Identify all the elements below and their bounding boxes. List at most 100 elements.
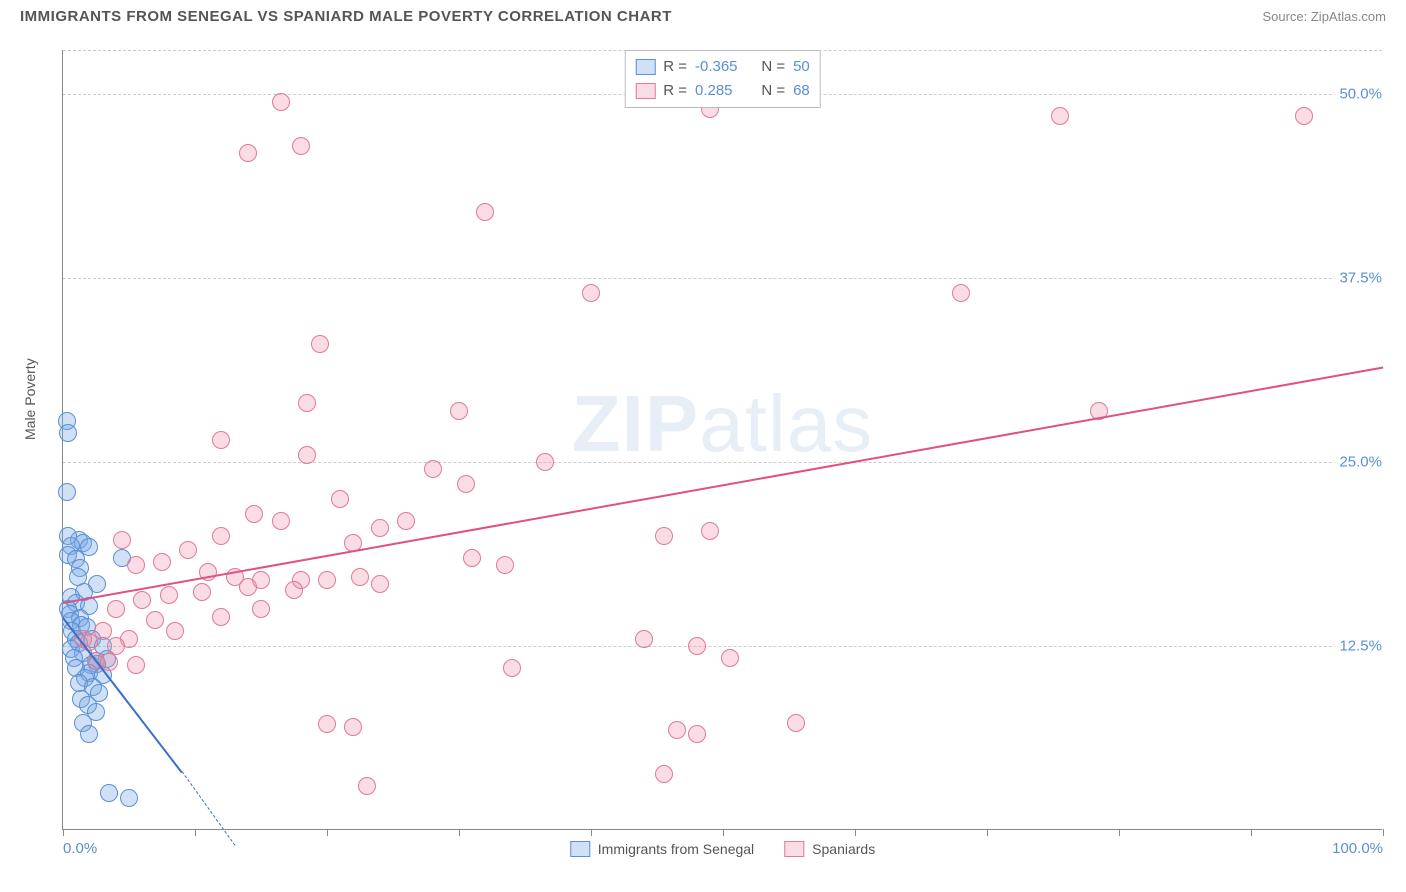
x-tick <box>195 829 196 836</box>
x-tick <box>1383 829 1384 836</box>
legend-n-label: N = <box>753 55 785 79</box>
y-tick-label: 50.0% <box>1335 86 1386 103</box>
data-point <box>80 725 98 743</box>
data-point <box>582 284 600 302</box>
x-tick <box>327 829 328 836</box>
data-point <box>635 630 653 648</box>
x-tick <box>987 829 988 836</box>
header: IMMIGRANTS FROM SENEGAL VS SPANIARD MALE… <box>0 0 1406 37</box>
data-point <box>285 581 303 599</box>
legend-r-label: R = <box>663 79 687 103</box>
data-point <box>298 446 316 464</box>
data-point <box>701 522 719 540</box>
data-point <box>450 402 468 420</box>
x-tick <box>723 829 724 836</box>
legend-label: Immigrants from Senegal <box>598 841 754 857</box>
y-tick-label: 37.5% <box>1335 270 1386 287</box>
data-point <box>153 553 171 571</box>
data-point <box>318 715 336 733</box>
legend-stats: R = -0.365 N = 50R = 0.285 N = 68 <box>624 50 821 108</box>
data-point <box>457 475 475 493</box>
x-tick <box>1251 829 1252 836</box>
data-point <box>688 637 706 655</box>
data-point <box>252 600 270 618</box>
data-point <box>292 137 310 155</box>
data-point <box>503 659 521 677</box>
data-point <box>655 765 673 783</box>
gridline <box>63 646 1382 647</box>
data-point <box>107 600 125 618</box>
trend-line <box>63 366 1383 603</box>
legend-stat-row: R = 0.285 N = 68 <box>635 79 810 103</box>
gridline <box>63 278 1382 279</box>
data-point <box>166 622 184 640</box>
legend-r-label: R = <box>663 55 687 79</box>
y-tick-label: 12.5% <box>1335 638 1386 655</box>
x-tick <box>63 829 64 836</box>
data-point <box>536 453 554 471</box>
data-point <box>496 556 514 574</box>
legend-item: Immigrants from Senegal <box>570 841 754 857</box>
data-point <box>476 203 494 221</box>
data-point <box>59 424 77 442</box>
watermark: ZIPatlas <box>572 378 873 470</box>
data-point <box>298 394 316 412</box>
y-tick-label: 25.0% <box>1335 454 1386 471</box>
x-tick-label: 100.0% <box>1332 840 1383 857</box>
data-point <box>193 583 211 601</box>
legend-item: Spaniards <box>784 841 875 857</box>
data-point <box>721 649 739 667</box>
data-point <box>212 527 230 545</box>
data-point <box>120 789 138 807</box>
data-point <box>463 549 481 567</box>
data-point <box>311 335 329 353</box>
data-point <box>318 571 336 589</box>
y-axis-label: Male Poverty <box>22 358 38 440</box>
x-tick <box>855 829 856 836</box>
data-point <box>358 777 376 795</box>
legend-n-label: N = <box>753 79 785 103</box>
data-point <box>787 714 805 732</box>
data-point <box>371 575 389 593</box>
data-point <box>371 519 389 537</box>
data-point <box>239 578 257 596</box>
data-point <box>58 483 76 501</box>
legend-bottom: Immigrants from Senegal Spaniards <box>570 841 875 857</box>
data-point <box>1295 107 1313 125</box>
data-point <box>160 586 178 604</box>
data-point <box>146 611 164 629</box>
data-point <box>344 718 362 736</box>
data-point <box>351 568 369 586</box>
legend-r-value: -0.365 <box>695 55 745 79</box>
trend-line <box>181 771 235 845</box>
data-point <box>655 527 673 545</box>
data-point <box>688 725 706 743</box>
data-point <box>239 144 257 162</box>
source-label: Source: ZipAtlas.com <box>1262 9 1386 24</box>
data-point <box>100 784 118 802</box>
data-point <box>952 284 970 302</box>
data-point <box>272 512 290 530</box>
data-point <box>212 608 230 626</box>
gridline <box>63 462 1382 463</box>
x-tick <box>1119 829 1120 836</box>
data-point <box>127 656 145 674</box>
data-point <box>212 431 230 449</box>
x-tick-label: 0.0% <box>63 840 97 857</box>
data-point <box>127 556 145 574</box>
data-point <box>397 512 415 530</box>
data-point <box>113 531 131 549</box>
data-point <box>424 460 442 478</box>
data-point <box>331 490 349 508</box>
data-point <box>668 721 686 739</box>
data-point <box>133 591 151 609</box>
legend-swatch <box>635 59 655 75</box>
legend-swatch <box>635 83 655 99</box>
data-point <box>179 541 197 559</box>
legend-stat-row: R = -0.365 N = 50 <box>635 55 810 79</box>
legend-n-value: 68 <box>793 79 810 103</box>
x-tick <box>591 829 592 836</box>
legend-swatch <box>570 841 590 857</box>
data-point <box>272 93 290 111</box>
chart-title: IMMIGRANTS FROM SENEGAL VS SPANIARD MALE… <box>20 8 672 25</box>
